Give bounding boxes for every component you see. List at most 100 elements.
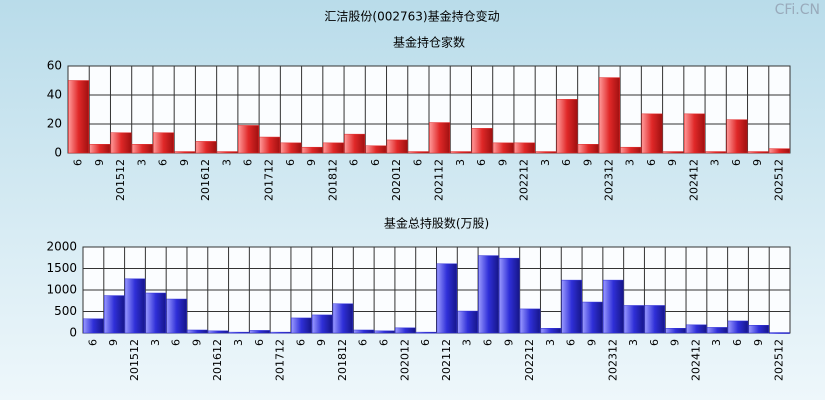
x-tick-label: 6 [645, 159, 658, 166]
y-tick-label: 0 [54, 146, 62, 160]
bar [395, 327, 416, 334]
bar [471, 128, 493, 154]
bar [665, 328, 686, 334]
bar [582, 301, 603, 334]
bar [662, 151, 684, 154]
x-tick-label: 202112 [440, 339, 453, 381]
x-tick-label: 6 [731, 339, 744, 346]
x-tick-label: 202012 [390, 159, 403, 201]
x-tick-label: 3 [461, 339, 474, 346]
x-tick-label: 201512 [128, 339, 141, 381]
bar [429, 122, 451, 154]
page-title: 汇洁股份(002763)基金持仓变动 [324, 9, 499, 24]
y-tick-label: 1500 [46, 261, 77, 275]
y-tick-label: 60 [47, 59, 62, 73]
x-tick-label: 9 [581, 159, 594, 166]
x-tick-label: 201612 [199, 159, 212, 201]
bar [131, 144, 153, 154]
bar [153, 132, 175, 154]
bar [353, 329, 374, 334]
x-tick-label: 6 [157, 159, 170, 166]
bar [68, 80, 90, 154]
x-tick-label: 6 [565, 339, 578, 346]
x-tick-label: 6 [357, 339, 370, 346]
x-tick-label: 6 [294, 339, 307, 346]
x-tick-label: 6 [475, 159, 488, 166]
x-tick-label: 6 [411, 159, 424, 166]
bar [301, 146, 323, 154]
x-tick-label: 202212 [518, 159, 531, 201]
x-tick-label: 6 [253, 339, 266, 346]
x-tick-label: 9 [496, 159, 509, 166]
bar [124, 278, 146, 334]
bar [195, 141, 217, 154]
x-tick-label: 3 [454, 159, 467, 166]
bar [726, 119, 748, 154]
x-tick-label: 3 [624, 159, 637, 166]
y-tick-label: 2000 [46, 240, 77, 254]
x-tick-label: 201712 [263, 159, 276, 201]
x-tick-label: 202412 [687, 159, 700, 201]
chart-title: 基金总持股数(万股) [384, 216, 489, 231]
x-tick-label: 6 [378, 339, 391, 346]
bar [706, 327, 728, 334]
bar [768, 148, 790, 154]
x-tick-label: 6 [72, 159, 85, 166]
x-tick-label: 3 [544, 339, 557, 346]
y-tick-label: 20 [47, 117, 62, 131]
bar [238, 125, 259, 154]
bar [748, 325, 770, 334]
x-tick-label: 3 [220, 159, 233, 166]
x-tick-label: 202312 [606, 339, 619, 381]
x-tick-label: 6 [419, 339, 432, 346]
bar [249, 330, 270, 334]
bar [620, 146, 642, 154]
x-tick-label: 202012 [398, 339, 411, 381]
x-tick-label: 3 [539, 159, 552, 166]
x-tick-label: 6 [348, 159, 361, 166]
bar [344, 133, 366, 154]
x-tick-label: 201612 [211, 339, 224, 381]
bar [641, 113, 663, 154]
chart-title: 基金持仓家数 [393, 35, 465, 50]
bar [561, 279, 582, 334]
bar [769, 332, 790, 334]
x-tick-label: 9 [585, 339, 598, 346]
x-tick-label: 3 [149, 339, 162, 346]
x-tick-label: 9 [315, 339, 328, 346]
x-tick-label: 202512 [773, 339, 786, 381]
bar [365, 145, 387, 154]
x-tick-label: 9 [107, 339, 120, 346]
bar [599, 77, 620, 154]
bar [623, 305, 645, 334]
x-tick-label: 9 [751, 159, 764, 166]
bar [514, 142, 536, 154]
bar [407, 151, 429, 154]
bar [322, 142, 344, 154]
bar [145, 292, 167, 334]
bar [540, 328, 562, 334]
x-tick-label: 3 [135, 159, 148, 166]
bar [270, 331, 291, 334]
bar [686, 324, 707, 334]
bar [577, 144, 599, 154]
bar [207, 330, 229, 334]
bar [644, 305, 666, 334]
bar [187, 329, 208, 334]
bar [311, 314, 333, 334]
bar [705, 151, 727, 154]
x-tick-label: 201812 [336, 339, 349, 381]
x-tick-label: 6 [86, 339, 99, 346]
bar [89, 144, 111, 154]
x-tick-label: 6 [170, 339, 183, 346]
bar [166, 298, 187, 334]
x-tick-label: 201712 [274, 339, 287, 381]
bar [174, 151, 196, 154]
x-tick-label: 9 [502, 339, 515, 346]
y-tick-label: 1000 [46, 283, 77, 297]
bar [280, 142, 302, 154]
x-tick-label: 3 [709, 159, 722, 166]
bar [332, 303, 354, 334]
bar [216, 151, 238, 154]
